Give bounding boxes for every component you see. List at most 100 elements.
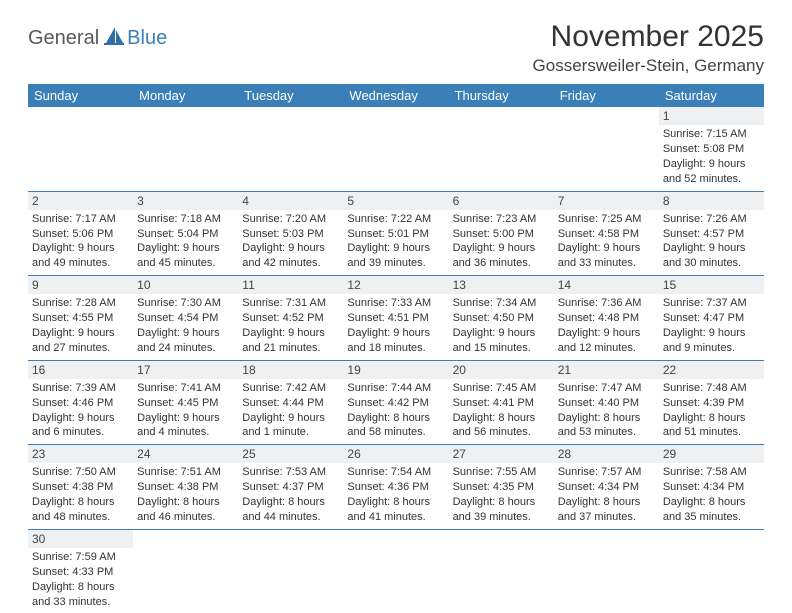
sunrise-text: Sunrise: 7:23 AM <box>453 212 550 227</box>
sunset-text: Sunset: 5:01 PM <box>347 227 444 242</box>
daylight-text: Daylight: 8 hours and 41 minutes. <box>347 495 444 525</box>
day-header: Friday <box>554 84 659 107</box>
sunrise-text: Sunrise: 7:34 AM <box>453 296 550 311</box>
day-number: 17 <box>133 361 238 379</box>
location: Gossersweiler-Stein, Germany <box>533 56 764 76</box>
calendar-cell: 13Sunrise: 7:34 AMSunset: 4:50 PMDayligh… <box>449 276 554 361</box>
calendar-cell: 17Sunrise: 7:41 AMSunset: 4:45 PMDayligh… <box>133 360 238 445</box>
day-number: 24 <box>133 445 238 463</box>
daylight-text: Daylight: 9 hours and 24 minutes. <box>137 326 234 356</box>
day-header: Monday <box>133 84 238 107</box>
day-number: 28 <box>554 445 659 463</box>
calendar-cell <box>449 529 554 613</box>
daylight-text: Daylight: 8 hours and 35 minutes. <box>663 495 760 525</box>
calendar-cell <box>133 529 238 613</box>
sunrise-text: Sunrise: 7:18 AM <box>137 212 234 227</box>
calendar-cell: 25Sunrise: 7:53 AMSunset: 4:37 PMDayligh… <box>238 445 343 530</box>
sunrise-text: Sunrise: 7:53 AM <box>242 465 339 480</box>
sunrise-text: Sunrise: 7:37 AM <box>663 296 760 311</box>
sunset-text: Sunset: 4:38 PM <box>137 480 234 495</box>
brand-part2: Blue <box>127 27 167 50</box>
calendar-cell <box>238 529 343 613</box>
sunrise-text: Sunrise: 7:25 AM <box>558 212 655 227</box>
daylight-text: Daylight: 8 hours and 51 minutes. <box>663 411 760 441</box>
calendar-cell: 19Sunrise: 7:44 AMSunset: 4:42 PMDayligh… <box>343 360 448 445</box>
sunset-text: Sunset: 4:45 PM <box>137 396 234 411</box>
day-number: 23 <box>28 445 133 463</box>
day-number: 3 <box>133 192 238 210</box>
calendar-row: 2Sunrise: 7:17 AMSunset: 5:06 PMDaylight… <box>28 191 764 276</box>
day-number: 21 <box>554 361 659 379</box>
sunrise-text: Sunrise: 7:48 AM <box>663 381 760 396</box>
sunset-text: Sunset: 4:51 PM <box>347 311 444 326</box>
sunset-text: Sunset: 5:04 PM <box>137 227 234 242</box>
calendar-table: Sunday Monday Tuesday Wednesday Thursday… <box>28 84 764 613</box>
sunrise-text: Sunrise: 7:50 AM <box>32 465 129 480</box>
sunset-text: Sunset: 4:37 PM <box>242 480 339 495</box>
daylight-text: Daylight: 8 hours and 46 minutes. <box>137 495 234 525</box>
day-number: 14 <box>554 276 659 294</box>
sunset-text: Sunset: 4:50 PM <box>453 311 550 326</box>
calendar-cell <box>238 107 343 191</box>
calendar-cell: 24Sunrise: 7:51 AMSunset: 4:38 PMDayligh… <box>133 445 238 530</box>
calendar-cell: 8Sunrise: 7:26 AMSunset: 4:57 PMDaylight… <box>659 191 764 276</box>
sunset-text: Sunset: 5:00 PM <box>453 227 550 242</box>
sunrise-text: Sunrise: 7:33 AM <box>347 296 444 311</box>
daylight-text: Daylight: 8 hours and 56 minutes. <box>453 411 550 441</box>
sunrise-text: Sunrise: 7:47 AM <box>558 381 655 396</box>
daylight-text: Daylight: 8 hours and 53 minutes. <box>558 411 655 441</box>
calendar-cell: 12Sunrise: 7:33 AMSunset: 4:51 PMDayligh… <box>343 276 448 361</box>
sunrise-text: Sunrise: 7:58 AM <box>663 465 760 480</box>
sunset-text: Sunset: 4:52 PM <box>242 311 339 326</box>
sunset-text: Sunset: 4:55 PM <box>32 311 129 326</box>
calendar-cell: 11Sunrise: 7:31 AMSunset: 4:52 PMDayligh… <box>238 276 343 361</box>
sunset-text: Sunset: 4:48 PM <box>558 311 655 326</box>
day-number: 5 <box>343 192 448 210</box>
sunset-text: Sunset: 4:40 PM <box>558 396 655 411</box>
daylight-text: Daylight: 9 hours and 4 minutes. <box>137 411 234 441</box>
daylight-text: Daylight: 9 hours and 45 minutes. <box>137 241 234 271</box>
day-number: 19 <box>343 361 448 379</box>
day-number: 29 <box>659 445 764 463</box>
calendar-cell: 16Sunrise: 7:39 AMSunset: 4:46 PMDayligh… <box>28 360 133 445</box>
sunrise-text: Sunrise: 7:30 AM <box>137 296 234 311</box>
sunrise-text: Sunrise: 7:20 AM <box>242 212 339 227</box>
calendar-cell <box>554 529 659 613</box>
sunrise-text: Sunrise: 7:15 AM <box>663 127 760 142</box>
calendar-cell: 23Sunrise: 7:50 AMSunset: 4:38 PMDayligh… <box>28 445 133 530</box>
sunset-text: Sunset: 4:44 PM <box>242 396 339 411</box>
day-number: 9 <box>28 276 133 294</box>
calendar-cell: 5Sunrise: 7:22 AMSunset: 5:01 PMDaylight… <box>343 191 448 276</box>
brand-logo: General Blue <box>28 26 167 51</box>
calendar-cell: 20Sunrise: 7:45 AMSunset: 4:41 PMDayligh… <box>449 360 554 445</box>
title-block: November 2025 Gossersweiler-Stein, Germa… <box>533 20 764 76</box>
calendar-cell: 27Sunrise: 7:55 AMSunset: 4:35 PMDayligh… <box>449 445 554 530</box>
sunset-text: Sunset: 4:39 PM <box>663 396 760 411</box>
day-header: Thursday <box>449 84 554 107</box>
sunset-text: Sunset: 4:33 PM <box>32 565 129 580</box>
calendar-row: 9Sunrise: 7:28 AMSunset: 4:55 PMDaylight… <box>28 276 764 361</box>
daylight-text: Daylight: 9 hours and 9 minutes. <box>663 326 760 356</box>
calendar-cell <box>133 107 238 191</box>
day-number: 13 <box>449 276 554 294</box>
calendar-row: 30Sunrise: 7:59 AMSunset: 4:33 PMDayligh… <box>28 529 764 613</box>
sail-icon <box>103 26 125 51</box>
sunrise-text: Sunrise: 7:31 AM <box>242 296 339 311</box>
daylight-text: Daylight: 8 hours and 39 minutes. <box>453 495 550 525</box>
day-number: 27 <box>449 445 554 463</box>
calendar-cell: 18Sunrise: 7:42 AMSunset: 4:44 PMDayligh… <box>238 360 343 445</box>
sunrise-text: Sunrise: 7:28 AM <box>32 296 129 311</box>
day-header: Wednesday <box>343 84 448 107</box>
calendar-cell: 1Sunrise: 7:15 AMSunset: 5:08 PMDaylight… <box>659 107 764 191</box>
calendar-cell: 15Sunrise: 7:37 AMSunset: 4:47 PMDayligh… <box>659 276 764 361</box>
sunset-text: Sunset: 4:47 PM <box>663 311 760 326</box>
daylight-text: Daylight: 9 hours and 49 minutes. <box>32 241 129 271</box>
calendar-cell <box>449 107 554 191</box>
sunrise-text: Sunrise: 7:26 AM <box>663 212 760 227</box>
daylight-text: Daylight: 9 hours and 27 minutes. <box>32 326 129 356</box>
calendar-cell: 30Sunrise: 7:59 AMSunset: 4:33 PMDayligh… <box>28 529 133 613</box>
sunset-text: Sunset: 4:38 PM <box>32 480 129 495</box>
day-header: Saturday <box>659 84 764 107</box>
calendar-cell: 21 Sunrise: 7:47 AMSunset: 4:40 PMDayligh… <box>554 360 659 445</box>
sunrise-text: Sunrise: 7:22 AM <box>347 212 444 227</box>
